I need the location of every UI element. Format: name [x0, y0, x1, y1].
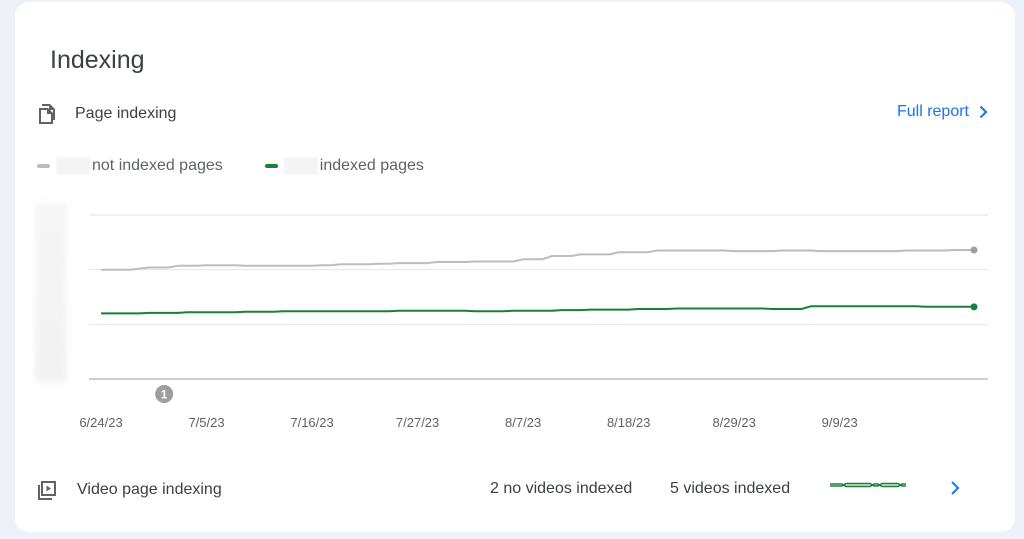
full-report-label[interactable]: Full report — [896, 103, 969, 120]
x-tick-label: 8/29/23 — [712, 415, 755, 430]
x-tick-label: 6/24/23 — [79, 415, 122, 430]
redacted-y-axis — [35, 202, 67, 382]
chevron-right-icon[interactable] — [950, 480, 960, 496]
card-title: Indexing — [50, 46, 145, 74]
legend-item-indexed[interactable]: indexed pages — [264, 157, 424, 175]
x-tick-label: 9/9/23 — [822, 415, 858, 430]
x-tick-label: 8/18/23 — [607, 415, 650, 430]
series-line-indexed — [101, 305, 974, 315]
video-page-icon — [38, 481, 56, 500]
video-sparkline — [830, 482, 906, 488]
redacted-count — [56, 157, 90, 175]
series-line-not-indexed — [101, 249, 974, 271]
page-indexing-label: Page indexing — [75, 105, 177, 122]
legend-label-indexed: indexed pages — [319, 157, 424, 174]
page-indexing-header: Page indexing — [37, 103, 176, 125]
redacted-count — [283, 157, 318, 175]
annotation-marker[interactable] — [155, 385, 174, 403]
x-tick-label: 7/27/23 — [396, 415, 439, 430]
videos-indexed-stat: 5 videos indexed — [670, 480, 791, 497]
series-endpoint-not-indexed[interactable] — [970, 246, 978, 254]
series-endpoint-indexed[interactable] — [970, 303, 978, 311]
chart-legend: not indexed pages indexed pages — [37, 157, 466, 175]
full-report-link[interactable]: Full report — [897, 103, 988, 121]
x-tick-label: 7/5/23 — [188, 415, 224, 430]
legend-item-not-indexed[interactable]: not indexed pages — [37, 157, 223, 175]
indexing-card: Indexing — [15, 2, 1015, 532]
pages-copy-icon — [39, 104, 55, 124]
x-tick-label: 7/16/23 — [290, 415, 333, 430]
sparkline-line-videos — [830, 482, 906, 487]
legend-swatch-not-indexed — [37, 164, 50, 168]
video-indexing-label: Video page indexing — [77, 481, 222, 498]
no-videos-indexed-stat: 2 no videos indexed — [490, 480, 633, 497]
annotation-label[interactable]: 1 — [161, 388, 168, 402]
legend-swatch-indexed — [264, 164, 278, 168]
x-tick-label: 8/7/23 — [505, 415, 541, 430]
video-indexing-row[interactable]: Video page indexing — [37, 479, 222, 501]
chevron-right-icon[interactable] — [979, 105, 988, 119]
sparkline-line-no-videos — [830, 483, 906, 488]
indexing-line-chart: 6/24/23 7/5/23 7/16/23 7/27/23 8/7/23 8/18/23… — [79, 214, 988, 430]
legend-label-not-indexed: not indexed pages — [92, 157, 223, 174]
